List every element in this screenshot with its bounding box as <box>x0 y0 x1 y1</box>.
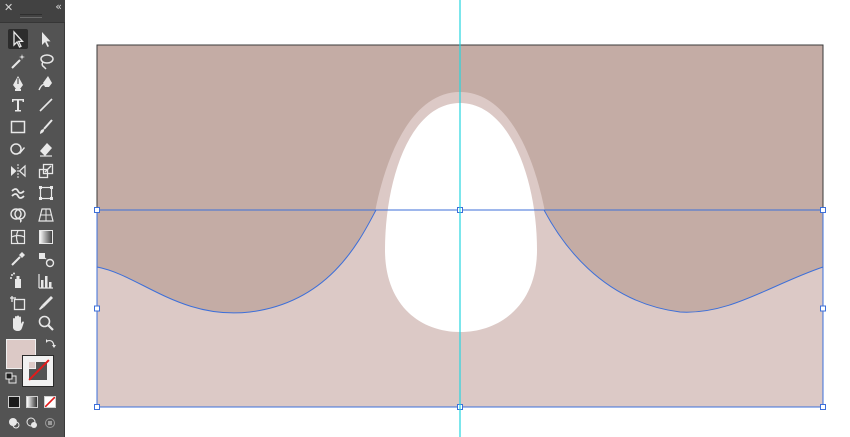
artboard-canvas[interactable] <box>66 0 850 437</box>
type-tool-icon[interactable] <box>8 95 28 115</box>
slice-tool-icon[interactable] <box>36 293 56 313</box>
rectangle-tool-icon[interactable] <box>8 117 28 137</box>
fill-color-swatch[interactable] <box>6 339 36 369</box>
handle-top-right[interactable] <box>820 207 826 213</box>
white-egg-shape[interactable] <box>385 103 537 332</box>
draw-normal-icon[interactable] <box>7 416 21 430</box>
draw-behind-icon[interactable] <box>25 416 39 430</box>
shape-builder-tool-icon[interactable] <box>8 205 28 225</box>
selection-tool-icon[interactable] <box>8 29 28 49</box>
eyedropper-tool-icon[interactable] <box>8 249 28 269</box>
warp-tool-icon[interactable] <box>8 183 28 203</box>
curvature-tool-icon[interactable] <box>36 73 56 93</box>
hand-tool-icon[interactable] <box>8 313 28 333</box>
artwork <box>94 0 826 437</box>
handle-middle-left[interactable] <box>94 305 100 312</box>
panel-grip[interactable] <box>20 14 42 18</box>
perspective-grid-tool-icon[interactable] <box>36 205 56 225</box>
handle-middle-right[interactable] <box>820 305 826 312</box>
eraser-tool-icon[interactable] <box>36 139 56 159</box>
close-panel-icon[interactable]: ✕ <box>4 1 14 14</box>
direct-selection-tool-icon[interactable] <box>36 29 56 49</box>
pen-tool-icon[interactable] <box>8 73 28 93</box>
tools-panel-header[interactable]: ✕ « <box>0 0 65 23</box>
free-transform-tool-icon[interactable] <box>36 183 56 203</box>
handle-top-left[interactable] <box>94 207 100 213</box>
magic-wand-tool-icon[interactable] <box>8 51 28 71</box>
symbol-sprayer-tool-icon[interactable] <box>8 271 28 291</box>
gradient-tool-icon[interactable] <box>36 227 56 247</box>
line-segment-tool-icon[interactable] <box>36 95 56 115</box>
column-graph-tool-icon[interactable] <box>36 271 56 291</box>
reflect-tool-icon[interactable] <box>8 161 28 181</box>
default-fill-stroke-icon[interactable] <box>5 372 17 384</box>
handle-bottom-left[interactable] <box>94 404 100 410</box>
collapse-panel-icon[interactable]: « <box>55 0 62 13</box>
blend-tool-icon[interactable] <box>36 249 56 269</box>
paintbrush-tool-icon[interactable] <box>36 117 56 137</box>
swap-fill-stroke-icon[interactable] <box>45 337 57 349</box>
lasso-tool-icon[interactable] <box>36 51 56 71</box>
mesh-tool-icon[interactable] <box>8 227 28 247</box>
shaper-tool-icon[interactable] <box>8 139 28 159</box>
artboard-tool-icon[interactable] <box>8 293 28 313</box>
draw-inside-icon[interactable] <box>43 416 57 430</box>
handle-bottom-right[interactable] <box>820 404 826 410</box>
none-mode-icon[interactable] <box>44 396 56 408</box>
color-mode-icon[interactable] <box>8 396 20 408</box>
zoom-tool-icon[interactable] <box>36 313 56 333</box>
tools-panel: ✕ « <box>0 0 65 437</box>
stroke-color-swatch[interactable] <box>22 355 54 387</box>
scale-tool-icon[interactable] <box>36 161 56 181</box>
gradient-mode-icon[interactable] <box>26 396 38 408</box>
